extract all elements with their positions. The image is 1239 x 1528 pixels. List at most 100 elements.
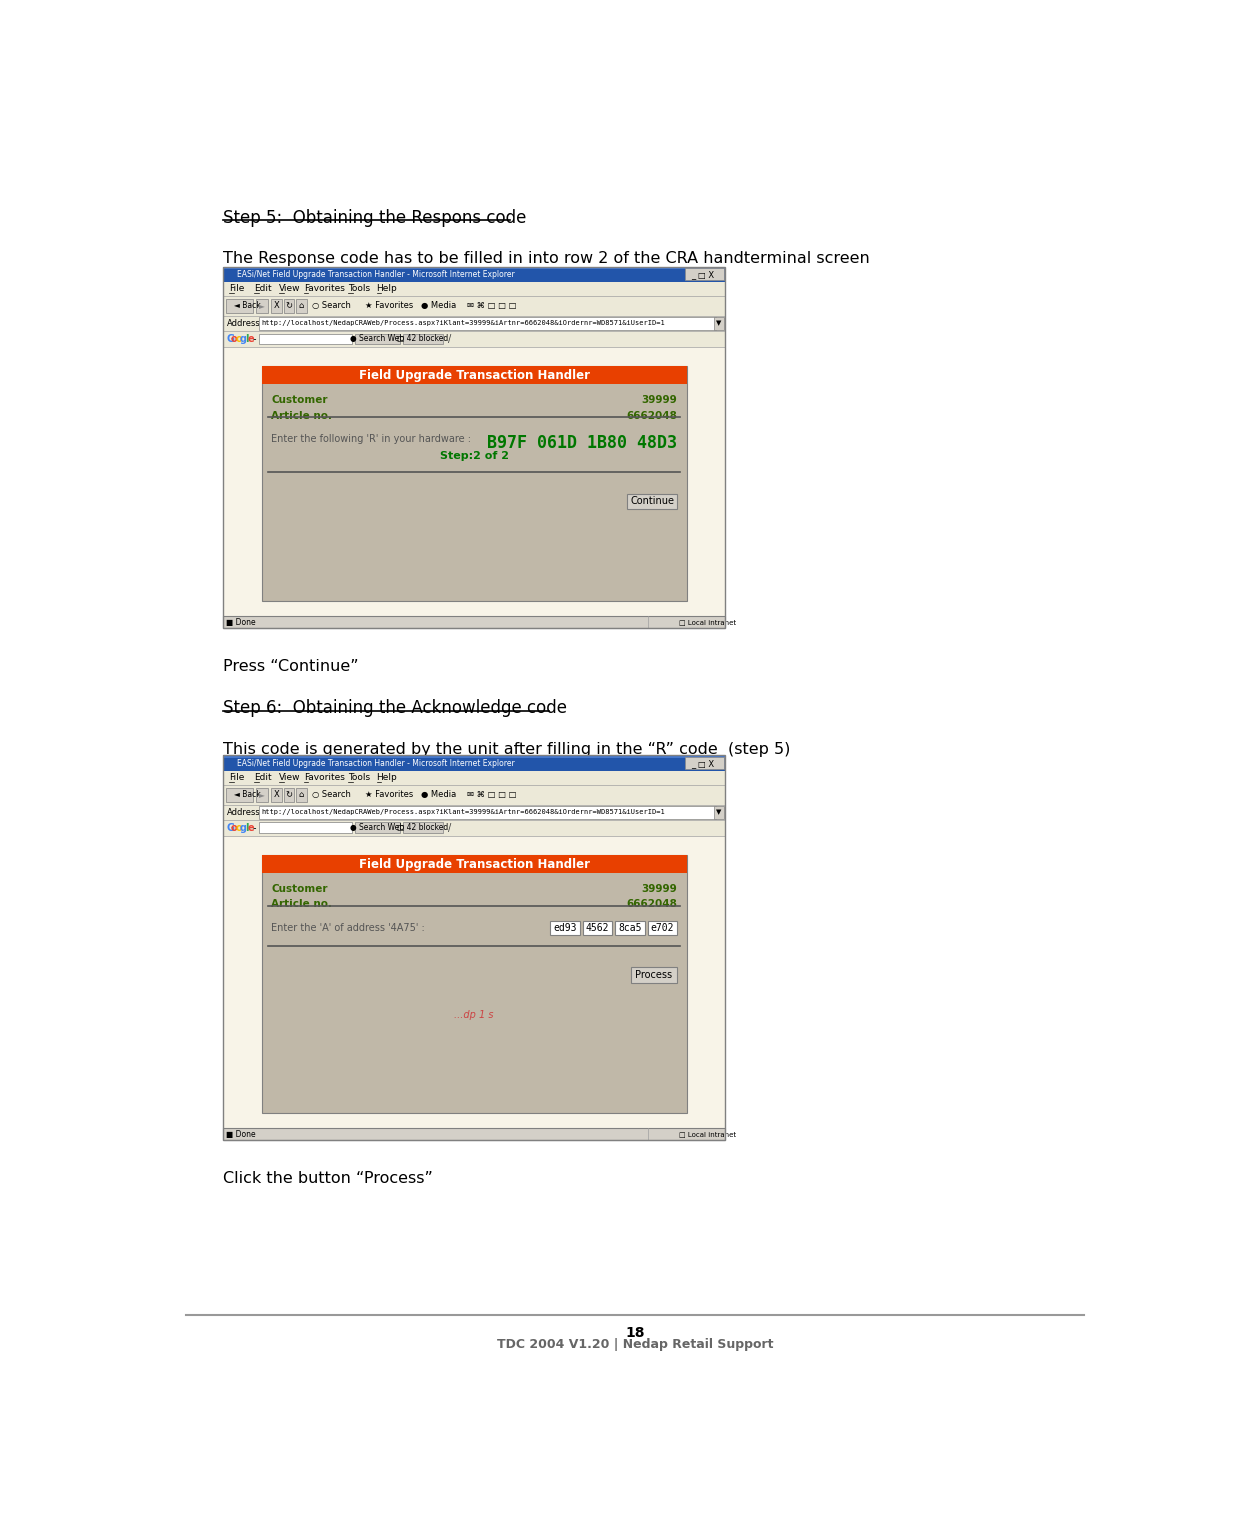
- Text: Press “Continue”: Press “Continue”: [223, 659, 359, 674]
- Text: □ Local intranet: □ Local intranet: [679, 619, 736, 625]
- Text: -: -: [253, 335, 256, 344]
- Text: Article no.: Article no.: [271, 411, 332, 420]
- Text: Edit: Edit: [254, 773, 271, 782]
- Text: ▼: ▼: [716, 321, 722, 327]
- Text: 39999: 39999: [642, 396, 678, 405]
- Text: View: View: [279, 773, 300, 782]
- Text: Customer: Customer: [271, 396, 327, 405]
- Text: ed93: ed93: [553, 923, 576, 934]
- Text: _ □ X: _ □ X: [691, 270, 715, 278]
- Text: □ 42 blocked: □ 42 blocked: [398, 824, 449, 833]
- Text: View: View: [279, 284, 300, 293]
- Text: Field Upgrade Transaction Handler: Field Upgrade Transaction Handler: [358, 368, 590, 382]
- Text: X: X: [274, 301, 280, 310]
- Bar: [616, 921, 644, 935]
- Bar: [259, 333, 352, 344]
- Bar: [223, 755, 725, 758]
- Text: ►: ►: [259, 301, 265, 310]
- Text: e: e: [248, 824, 254, 833]
- Text: Tools: Tools: [348, 284, 370, 293]
- Text: ✉ ⌘ □ □ □: ✉ ⌘ □ □ □: [467, 301, 517, 310]
- Bar: [627, 494, 678, 509]
- Text: ★ Favorites: ★ Favorites: [366, 790, 413, 799]
- Text: This code is generated by the unit after filling in the “R” code  (step 5): This code is generated by the unit after…: [223, 741, 790, 756]
- Bar: [227, 299, 253, 313]
- Bar: [403, 822, 444, 833]
- Bar: [631, 967, 678, 983]
- Text: 8ca5: 8ca5: [618, 923, 642, 934]
- Text: /: /: [447, 824, 451, 833]
- Text: 18: 18: [626, 1326, 644, 1340]
- Text: ★ Favorites: ★ Favorites: [366, 301, 413, 310]
- Text: Edit: Edit: [254, 284, 271, 293]
- Bar: [648, 921, 678, 935]
- Text: □ 42 blocked: □ 42 blocked: [398, 335, 449, 344]
- Text: g: g: [240, 824, 247, 833]
- Text: http://localhost/NedapCRAWeb/Process.aspx?iKlant=39999&iArtnr=6662048&iOrdernr=W: http://localhost/NedapCRAWeb/Process.asp…: [261, 321, 665, 327]
- Bar: [582, 921, 612, 935]
- Bar: [354, 333, 400, 344]
- Bar: [223, 836, 725, 1128]
- Text: Step 6:  Obtaining the Acknowledge code: Step 6: Obtaining the Acknowledge code: [223, 700, 567, 717]
- Text: ● Search Web: ● Search Web: [351, 824, 404, 833]
- Bar: [715, 807, 724, 819]
- Text: g: g: [240, 335, 247, 344]
- Text: Click the button “Process”: Click the button “Process”: [223, 1172, 432, 1186]
- Bar: [223, 755, 725, 1140]
- Text: o: o: [235, 824, 242, 833]
- Bar: [284, 299, 295, 313]
- Text: ►: ►: [259, 790, 265, 799]
- Text: Help: Help: [377, 773, 398, 782]
- Text: ...dp 1 s: ...dp 1 s: [455, 1010, 494, 1019]
- Text: X: X: [274, 790, 280, 799]
- Text: File: File: [229, 284, 244, 293]
- Bar: [550, 921, 580, 935]
- Text: Step:2 of 2: Step:2 of 2: [440, 451, 509, 460]
- Bar: [227, 788, 253, 802]
- Text: Favorites: Favorites: [304, 284, 344, 293]
- Bar: [259, 822, 352, 833]
- Text: ↻: ↻: [285, 790, 292, 799]
- Bar: [223, 266, 725, 628]
- Text: Address: Address: [227, 808, 260, 817]
- Text: Favorites: Favorites: [304, 773, 344, 782]
- Text: Article no.: Article no.: [271, 900, 332, 909]
- Bar: [685, 267, 724, 280]
- Text: ○ Search: ○ Search: [312, 301, 351, 310]
- Text: http://localhost/NedapCRAWeb/Process.aspx?iKlant=39999&iArtnr=6662048&iOrdernr=W: http://localhost/NedapCRAWeb/Process.asp…: [261, 810, 665, 816]
- Text: l: l: [245, 824, 248, 833]
- Bar: [259, 318, 716, 330]
- Text: ◄ Back: ◄ Back: [234, 301, 260, 310]
- Bar: [223, 347, 725, 616]
- Bar: [284, 788, 295, 802]
- Bar: [223, 805, 725, 821]
- Bar: [223, 785, 725, 805]
- Text: 39999: 39999: [642, 885, 678, 894]
- Text: o: o: [230, 824, 238, 833]
- Text: ● Search Web: ● Search Web: [351, 335, 404, 344]
- Text: o: o: [235, 335, 242, 344]
- Bar: [223, 755, 725, 770]
- Bar: [223, 616, 725, 628]
- Text: Enter the 'A' of address '4A75' :: Enter the 'A' of address '4A75' :: [271, 923, 425, 932]
- Text: EASi/Net Field Upgrade Transaction Handler - Microsoft Internet Explorer: EASi/Net Field Upgrade Transaction Handl…: [237, 759, 514, 767]
- Text: e702: e702: [650, 923, 674, 934]
- Text: e: e: [248, 335, 254, 344]
- Text: ▼: ▼: [716, 810, 722, 816]
- Bar: [223, 316, 725, 332]
- Text: ■ Done: ■ Done: [227, 1129, 255, 1138]
- Text: ⌂: ⌂: [299, 790, 304, 799]
- Text: -: -: [253, 824, 256, 833]
- Text: □ Local intranet: □ Local intranet: [679, 1131, 736, 1137]
- Bar: [271, 788, 282, 802]
- Text: The Response code has to be filled in into row 2 of the CRA handterminal screen: The Response code has to be filled in in…: [223, 251, 870, 266]
- Text: l: l: [245, 335, 248, 344]
- Text: Address: Address: [227, 319, 260, 329]
- Bar: [255, 299, 268, 313]
- Text: ✉ ⌘ □ □ □: ✉ ⌘ □ □ □: [467, 790, 517, 799]
- Text: ◄ Back: ◄ Back: [234, 790, 260, 799]
- Text: EASi/Net Field Upgrade Transaction Handler - Microsoft Internet Explorer: EASi/Net Field Upgrade Transaction Handl…: [237, 270, 514, 278]
- Text: Customer: Customer: [271, 885, 327, 894]
- Bar: [223, 283, 725, 296]
- Text: B97F 061D 1B80 48D3: B97F 061D 1B80 48D3: [487, 434, 678, 452]
